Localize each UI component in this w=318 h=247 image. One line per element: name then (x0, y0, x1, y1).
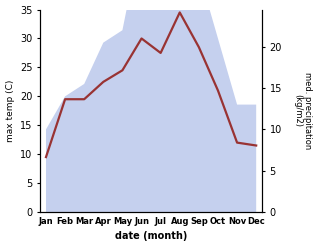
Y-axis label: med. precipitation
(kg/m2): med. precipitation (kg/m2) (293, 72, 313, 149)
Y-axis label: max temp (C): max temp (C) (5, 80, 15, 142)
X-axis label: date (month): date (month) (115, 231, 187, 242)
